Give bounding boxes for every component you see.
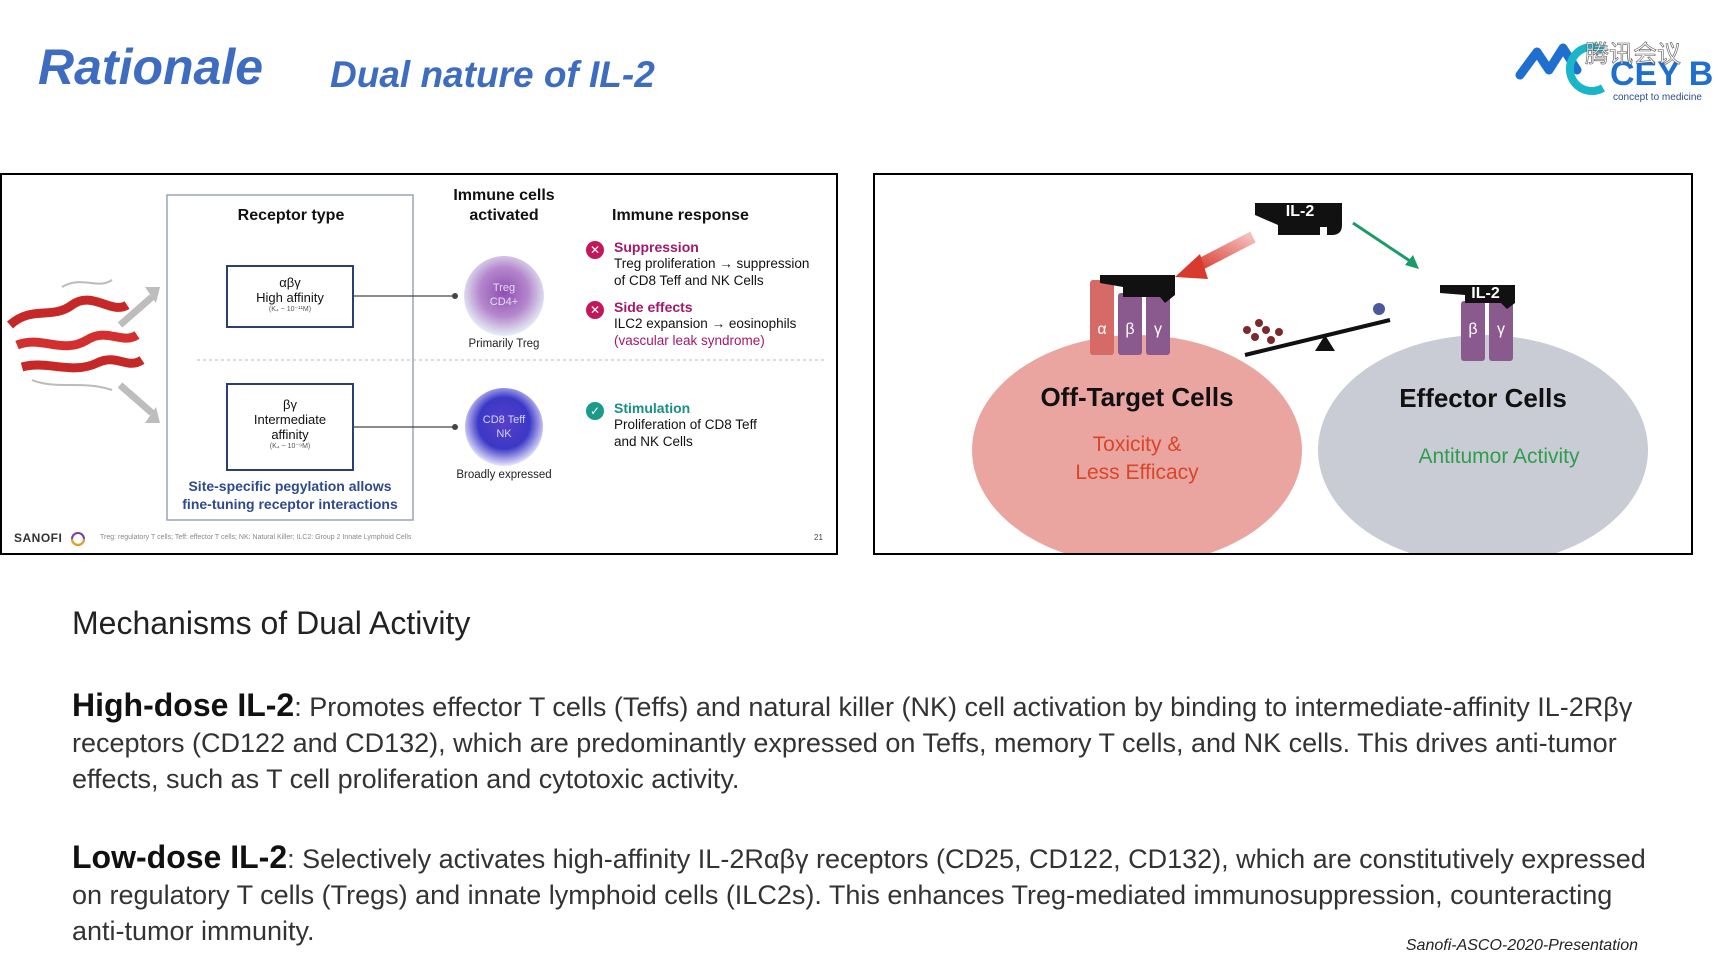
stimulation-line2: and NK Cells [614, 434, 693, 449]
receptor-type-header: Receptor type [237, 207, 345, 224]
effector-cell [1318, 335, 1648, 553]
logo-text: CEY BIO [1610, 55, 1715, 93]
receptor-beta-subunit-effector [1461, 301, 1485, 361]
stimulation-check-icon: ✓ [586, 402, 604, 420]
il2-balance-panel: IL-2 IL-2 IL-2 α β γ β γ Off-Target Cell… [873, 173, 1693, 555]
response-suppression: Suppression Treg proliferation → suppres… [614, 239, 809, 289]
stimulation-title: Stimulation [614, 400, 691, 416]
receptor-high-kd: (K₄ ~ 10⁻¹¹M) [268, 306, 312, 313]
red-arrow [1190, 231, 1256, 274]
receptor-intermediate-affinity-box: βγ Intermediate affinity (K₄ ~ 10⁻⁹M) [226, 383, 354, 471]
il2-label-free: IL-2 [1285, 203, 1315, 220]
watermark-text: 腾讯会议 [1585, 40, 1681, 68]
high-dose-label: High-dose IL-2 [72, 687, 295, 723]
response-side-effects: Side effects ILC2 expansion → eosinophil… [614, 299, 796, 349]
receptor-diagram-panel: Receptor type Immune cells activated Imm… [0, 173, 838, 555]
slide-subtitle: Dual nature of IL-2 [330, 54, 655, 95]
slide-title: Rationale [38, 39, 264, 95]
low-dose-text: : Selectively activates high-affinity IL… [72, 844, 1646, 946]
offtarget-cell [972, 335, 1302, 553]
side-effects-title: Side effects [614, 299, 693, 315]
receptor-frame [166, 194, 414, 521]
company-logo: CEY BIO concept to medicine 腾讯会议 [1515, 40, 1715, 103]
receptor-high-subunits: αβγ [279, 275, 301, 290]
response-stimulation: Stimulation Proliferation of CD8 Teff an… [614, 400, 757, 450]
receptor-gamma-subunit-offtarget [1146, 293, 1170, 355]
treg-label-line1: Treg [492, 282, 516, 294]
low-dose-paragraph: Low-dose IL-2: Selectively activates hig… [72, 839, 1672, 949]
footnote: Treg: regulatory T cells; Teff: effector… [100, 534, 412, 541]
receptor-mid-subunits: βγ [283, 397, 297, 412]
arrow-down-gray [117, 382, 155, 416]
gamma-label-offtarget: γ [1154, 321, 1162, 338]
receptor-mid-affinity-label: Intermediate [253, 412, 327, 427]
receptor-mid-affinity-label-2: affinity [271, 427, 309, 442]
balance-seesaw [1243, 303, 1391, 357]
il2-label-effector: IL-2 [1471, 285, 1500, 302]
section-title: Mechanisms of Dual Activity [72, 605, 471, 641]
green-arrow [1352, 221, 1414, 265]
free-il2-molecule [1255, 203, 1342, 235]
immune-response-header: Immune response [612, 207, 749, 224]
cd8-label-line2: NK [496, 428, 512, 440]
bound-il2-effector [1440, 285, 1515, 309]
receptor-beta-subunit-offtarget [1118, 293, 1142, 355]
cd8-teff-cell [465, 388, 543, 466]
low-dose-label: Low-dose IL-2 [72, 839, 288, 875]
offtarget-effect-line2: Less Efficacy [1075, 461, 1199, 484]
logo-tagline: concept to medicine [1613, 92, 1702, 103]
effector-effect: Antitumor Activity [1418, 445, 1580, 468]
pegylation-note: Site-specific pegylation allows fine-tun… [172, 477, 408, 513]
beta-label-offtarget: β [1125, 321, 1135, 338]
il2-balance-graphics [972, 203, 1648, 553]
pegylation-line2: fine-tuning receptor interactions [182, 496, 398, 512]
suppression-line1: Treg proliferation → suppression [614, 256, 810, 271]
treg-cell-label: Treg CD4+ [472, 281, 536, 309]
offtarget-effect: Toxicity & Less Efficacy [995, 431, 1279, 487]
side-effects-line2: (vascular leak syndrome) [614, 333, 765, 348]
cd8-label-line1: CD8 Teff [482, 414, 526, 426]
arrow-up-gray [117, 294, 155, 328]
receptor-diagram-graphics [6, 194, 827, 546]
offtarget-title: Off-Target Cells [1040, 382, 1234, 412]
treg-label-line2: CD4+ [489, 296, 519, 308]
bound-il2-offtarget [1100, 275, 1175, 303]
suppression-x-icon: ✕ [586, 241, 604, 259]
high-dose-text: : Promotes effector T cells (Teffs) and … [72, 692, 1633, 794]
immune-cells-header-line1: Immune cells [453, 187, 555, 204]
gamma-label-effector: γ [1497, 321, 1505, 338]
cd8-cell-label: CD8 Teff NK [464, 413, 544, 441]
side-effects-line1: ILC2 expansion → eosinophils [614, 316, 797, 331]
page-number: 21 [814, 533, 823, 542]
il2-label-offtarget: IL-2 [1129, 257, 1159, 274]
treg-caption: Primarily Treg [468, 338, 540, 350]
il2-protein-structure [6, 279, 145, 391]
suppression-title: Suppression [614, 239, 699, 255]
citation: Sanofi-ASCO-2020-Presentation [1405, 937, 1638, 954]
offtarget-effect-line1: Toxicity & [1092, 433, 1182, 456]
stimulation-line1: Proliferation of CD8 Teff [614, 417, 757, 432]
alpha-label: α [1097, 321, 1107, 338]
side-effects-x-icon: ✕ [586, 301, 604, 319]
receptor-mid-kd: (K₄ ~ 10⁻⁹M) [269, 443, 311, 450]
cd8-caption: Broadly expressed [456, 469, 552, 481]
sanofi-wordmark: SANOFI [14, 531, 63, 545]
receptor-alpha-subunit [1090, 280, 1114, 355]
high-dose-paragraph: High-dose IL-2: Promotes effector T cell… [72, 687, 1672, 797]
immune-cells-header-line2: activated [469, 207, 539, 224]
receptor-high-affinity-label: High affinity [256, 290, 324, 305]
receptor-gamma-subunit-effector [1489, 301, 1513, 361]
beta-label-effector: β [1468, 321, 1478, 338]
pegylation-line1: Site-specific pegylation allows [188, 478, 392, 494]
treg-cell [464, 256, 544, 336]
suppression-line2: of CD8 Teff and NK Cells [614, 273, 764, 288]
effector-title: Effector Cells [1399, 383, 1567, 413]
receptor-high-affinity-box: αβγ High affinity (K₄ ~ 10⁻¹¹M) [226, 265, 354, 328]
